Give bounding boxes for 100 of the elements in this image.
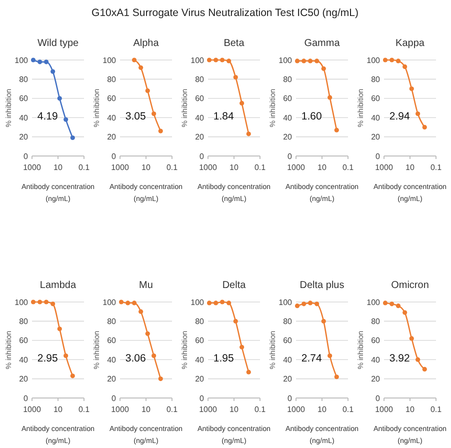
point (220, 300, 225, 304)
chart-title: Kappa (396, 38, 425, 49)
annotation: 2.94 (389, 110, 410, 123)
point (132, 58, 137, 62)
point (206, 300, 212, 306)
y-tick-label: 100 (278, 56, 293, 65)
point (314, 302, 320, 306)
point (334, 128, 339, 132)
point (64, 117, 68, 122)
point (246, 370, 251, 374)
point (44, 300, 49, 304)
point (334, 374, 339, 380)
chart-title: Gamma (304, 38, 340, 49)
y-tick-label: 80 (107, 317, 117, 326)
point (152, 353, 156, 358)
point (220, 58, 225, 62)
x-tick-label: 0.1 (254, 163, 266, 172)
x-tick-label: 1000 (199, 163, 218, 172)
point (214, 58, 218, 62)
x-tick-label: 10 (318, 163, 327, 172)
x-tick-label: 10 (54, 405, 63, 414)
chart-title: Beta (224, 38, 245, 49)
y-tick-label: 80 (107, 75, 117, 84)
y-tick-label: 40 (107, 355, 117, 364)
point (118, 300, 124, 304)
annotation: 3.06 (125, 352, 146, 365)
y-tick-label: 100 (190, 56, 205, 65)
y-tick-label: 40 (107, 113, 117, 122)
point (145, 88, 150, 94)
annotation: 2.95 (37, 352, 58, 365)
y-tick-label: 100 (366, 56, 381, 65)
point (64, 353, 68, 358)
annotation: 1.95 (213, 352, 234, 365)
x-tick-label: 0.1 (166, 163, 178, 172)
y-tick-label: 100 (190, 298, 205, 307)
point (314, 58, 320, 64)
point (226, 58, 232, 64)
point (246, 132, 251, 136)
y-tick-label: 60 (371, 94, 381, 104)
point (70, 374, 75, 378)
point (38, 300, 42, 304)
y-tick-label: 0 (24, 394, 29, 403)
point (409, 86, 414, 92)
point (416, 111, 420, 116)
y-tick-label: 40 (195, 113, 205, 122)
point (158, 128, 163, 134)
x-tick-label: 0.1 (78, 405, 90, 414)
chart-title: Alpha (133, 38, 160, 49)
y-tick-label: 100 (102, 56, 117, 65)
point (240, 344, 244, 350)
chart-title: Delta plus (300, 280, 344, 291)
y-tick-label: 40 (283, 113, 293, 122)
x-tick-label: 10 (142, 405, 151, 414)
point (158, 376, 163, 382)
point (145, 331, 150, 336)
point (132, 300, 137, 306)
y-tick-label: 20 (371, 132, 381, 142)
point (294, 58, 300, 64)
y-tick-label: 60 (283, 336, 293, 346)
point (396, 304, 401, 308)
point (44, 60, 49, 64)
point (30, 300, 36, 304)
y-tick-label: 20 (195, 374, 205, 384)
point (138, 309, 144, 314)
point (390, 302, 394, 306)
point (382, 58, 388, 62)
x-tick-label: 10 (54, 163, 63, 172)
x-tick-label: 0.1 (430, 405, 442, 414)
x-tick-label: 0.1 (78, 163, 90, 172)
y-tick-label: 60 (195, 94, 205, 104)
chart-title: Omicron (391, 280, 429, 291)
annotation: 4.19 (37, 110, 58, 123)
y-tick-label: 20 (107, 374, 117, 384)
y-tick-label: 20 (19, 132, 29, 142)
y-tick-label: 0 (288, 152, 293, 161)
annotation: 1.84 (213, 110, 234, 123)
x-tick-label: 10 (406, 405, 415, 414)
y-tick-label: 40 (283, 355, 293, 364)
y-tick-label: 60 (283, 94, 293, 104)
y-tick-label: 60 (107, 336, 117, 346)
point (308, 58, 313, 64)
y-tick-label: 20 (371, 374, 381, 384)
y-tick-label: 60 (19, 336, 29, 346)
y-tick-label: 0 (112, 152, 117, 161)
y-tick-label: 20 (107, 132, 117, 142)
y-tick-label: 0 (112, 394, 117, 403)
y-tick-label: 0 (288, 394, 293, 403)
y-tick-label: 0 (24, 152, 29, 161)
annotation: 3.92 (389, 352, 410, 365)
y-tick-label: 0 (376, 152, 381, 161)
x-tick-label: 1000 (287, 163, 306, 172)
y-tick-label: 80 (283, 75, 293, 84)
point (321, 66, 326, 71)
y-tick-label: 40 (195, 355, 205, 364)
y-tick-label: 100 (102, 298, 117, 307)
y-tick-label: 40 (371, 355, 381, 364)
chart-title: Delta (222, 280, 246, 291)
x-tick-label: 0.1 (430, 163, 442, 172)
x-tick-label: 1000 (375, 163, 394, 172)
y-tick-label: 80 (195, 75, 205, 84)
